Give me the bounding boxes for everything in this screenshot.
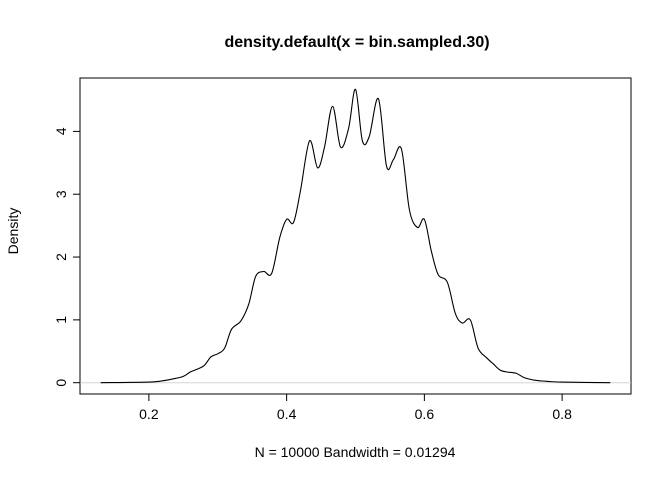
y-tick-label: 0 <box>53 379 69 387</box>
y-tick-label: 4 <box>53 127 69 135</box>
x-tick-label: 0.4 <box>277 406 297 422</box>
x-tick-label: 0.8 <box>552 406 572 422</box>
x-tick-label: 0.6 <box>415 406 435 422</box>
y-tick-label: 2 <box>53 253 69 261</box>
density-curve <box>100 88 611 384</box>
x-axis: 0.2 0.4 0.6 0.8 <box>139 393 572 422</box>
x-axis-label: N = 10000 Bandwidth = 0.01294 <box>255 444 456 460</box>
y-tick-label: 1 <box>53 316 69 324</box>
y-axis: 0 1 2 3 4 <box>53 127 81 387</box>
y-tick-label: 3 <box>53 190 69 198</box>
y-axis-label: Density <box>5 208 21 255</box>
x-tick-label: 0.2 <box>139 406 159 422</box>
chart-title: density.default(x = bin.sampled.30) <box>224 34 489 51</box>
plot-box <box>79 77 632 395</box>
